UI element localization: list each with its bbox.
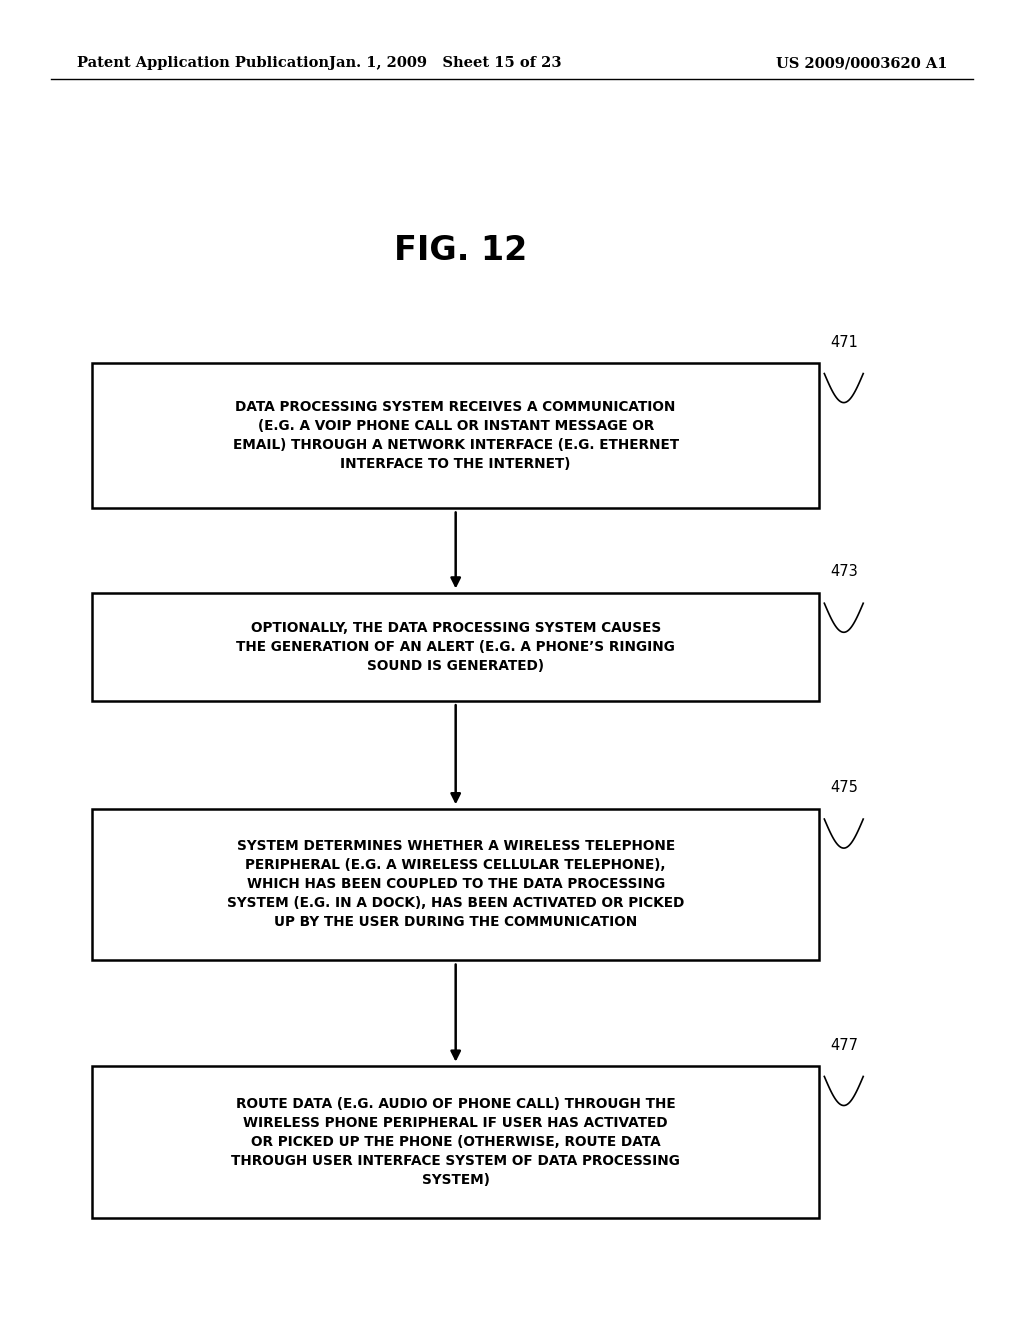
Bar — [92, 593, 819, 701]
Text: 473: 473 — [830, 565, 858, 579]
Text: 471: 471 — [830, 335, 858, 350]
Text: Jan. 1, 2009   Sheet 15 of 23: Jan. 1, 2009 Sheet 15 of 23 — [329, 57, 562, 70]
Bar — [92, 363, 819, 508]
Text: 475: 475 — [830, 780, 858, 795]
Text: FIG. 12: FIG. 12 — [394, 235, 527, 267]
Text: DATA PROCESSING SYSTEM RECEIVES A COMMUNICATION
(E.G. A VOIP PHONE CALL OR INSTA: DATA PROCESSING SYSTEM RECEIVES A COMMUN… — [232, 400, 679, 471]
Text: 477: 477 — [830, 1038, 858, 1053]
Text: SYSTEM DETERMINES WHETHER A WIRELESS TELEPHONE
PERIPHERAL (E.G. A WIRELESS CELLU: SYSTEM DETERMINES WHETHER A WIRELESS TEL… — [227, 840, 684, 929]
Bar — [92, 808, 819, 961]
Text: OPTIONALLY, THE DATA PROCESSING SYSTEM CAUSES
THE GENERATION OF AN ALERT (E.G. A: OPTIONALLY, THE DATA PROCESSING SYSTEM C… — [237, 620, 675, 673]
Bar — [92, 1067, 819, 1217]
Text: ROUTE DATA (E.G. AUDIO OF PHONE CALL) THROUGH THE
WIRELESS PHONE PERIPHERAL IF U: ROUTE DATA (E.G. AUDIO OF PHONE CALL) TH… — [231, 1097, 680, 1187]
Text: US 2009/0003620 A1: US 2009/0003620 A1 — [776, 57, 947, 70]
Text: Patent Application Publication: Patent Application Publication — [77, 57, 329, 70]
